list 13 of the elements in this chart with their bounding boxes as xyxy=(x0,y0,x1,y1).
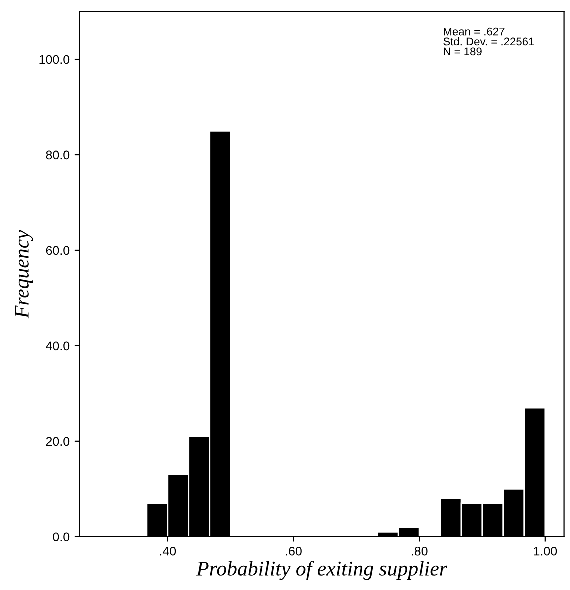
y-tick-label: 100.0 xyxy=(40,55,70,64)
y-tick-label: 0.0 xyxy=(53,532,70,542)
y-tick-label: 60.0 xyxy=(46,246,70,256)
x-axis-title: Probability of exiting supplier xyxy=(196,561,448,580)
y-tick-label: 80.0 xyxy=(46,150,70,160)
y-tick-label: 40.0 xyxy=(46,342,70,351)
x-tick-label: .60 xyxy=(286,546,302,556)
y-axis-title: Frequency xyxy=(15,230,34,319)
x-tick-label: 1.00 xyxy=(534,546,558,556)
annotation: Mean = .627 Std. Dev. = .22561 N = 189 xyxy=(444,28,534,56)
x-tick-label: .80 xyxy=(412,546,428,556)
y-tick-label: 20.0 xyxy=(46,437,70,446)
x-tick-label: .40 xyxy=(160,546,176,556)
